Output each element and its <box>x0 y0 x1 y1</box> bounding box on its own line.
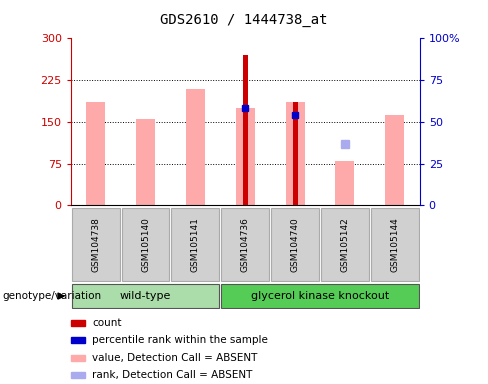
Bar <box>243 55 248 205</box>
FancyBboxPatch shape <box>371 208 419 281</box>
Text: GSM104738: GSM104738 <box>91 217 100 272</box>
Bar <box>71 337 85 343</box>
Bar <box>335 161 354 205</box>
Text: GDS2610 / 1444738_at: GDS2610 / 1444738_at <box>160 13 328 27</box>
Bar <box>71 354 85 361</box>
Text: GSM105142: GSM105142 <box>341 217 349 272</box>
Text: GSM104736: GSM104736 <box>241 217 250 272</box>
FancyBboxPatch shape <box>171 208 219 281</box>
Bar <box>293 103 298 205</box>
Text: GSM105141: GSM105141 <box>191 217 200 272</box>
Bar <box>285 103 305 205</box>
Text: value, Detection Call = ABSENT: value, Detection Call = ABSENT <box>92 353 258 362</box>
Bar <box>236 108 255 205</box>
Text: GSM105144: GSM105144 <box>390 217 399 272</box>
FancyBboxPatch shape <box>271 208 319 281</box>
Bar <box>136 119 155 205</box>
Bar <box>71 372 85 378</box>
FancyBboxPatch shape <box>321 208 369 281</box>
Text: count: count <box>92 318 122 328</box>
Text: GSM104740: GSM104740 <box>290 217 300 272</box>
Text: wild-type: wild-type <box>120 291 171 301</box>
Text: glycerol kinase knockout: glycerol kinase knockout <box>251 291 389 301</box>
Text: rank, Detection Call = ABSENT: rank, Detection Call = ABSENT <box>92 370 252 380</box>
Text: GSM105140: GSM105140 <box>141 217 150 272</box>
Bar <box>386 115 404 205</box>
Bar <box>186 89 205 205</box>
FancyBboxPatch shape <box>221 284 419 308</box>
FancyBboxPatch shape <box>122 208 169 281</box>
Bar <box>71 320 85 326</box>
FancyBboxPatch shape <box>221 208 269 281</box>
Bar <box>86 103 105 205</box>
FancyBboxPatch shape <box>72 208 120 281</box>
Text: genotype/variation: genotype/variation <box>2 291 102 301</box>
Text: percentile rank within the sample: percentile rank within the sample <box>92 335 268 345</box>
FancyBboxPatch shape <box>72 284 219 308</box>
